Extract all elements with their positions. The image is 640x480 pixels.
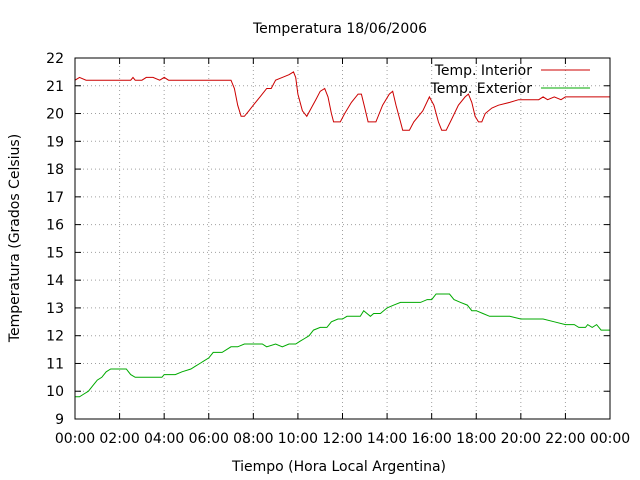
x-tick-label: 12:00 <box>322 431 362 447</box>
y-tick-label: 11 <box>46 356 64 372</box>
grid <box>75 58 610 419</box>
legend: Temp. Interior Temp. Exterior <box>430 63 590 97</box>
y-tick-label: 12 <box>46 329 64 345</box>
y-tick-label: 15 <box>46 245 64 261</box>
y-tick-label: 14 <box>46 273 64 289</box>
y-tick-label: 17 <box>46 190 64 206</box>
y-tick-label: 13 <box>46 301 64 317</box>
y-tick-label: 9 <box>55 412 64 428</box>
y-tick-label: 22 <box>46 51 64 67</box>
x-tick-label: 00:00 <box>590 431 630 447</box>
y-tick-label: 21 <box>46 79 64 95</box>
x-tick-label: 18:00 <box>456 431 496 447</box>
x-tick-label: 22:00 <box>545 431 585 447</box>
series-line-0 <box>74 71 610 131</box>
x-tick-label: 06:00 <box>189 431 229 447</box>
y-tick-label: 20 <box>46 107 64 123</box>
x-tick-label: 02:00 <box>99 431 139 447</box>
x-axis-title: Tiempo (Hora Local Argentina) <box>231 459 446 475</box>
legend-label: Temp. Interior <box>434 63 533 79</box>
x-tick-label: 20:00 <box>501 431 541 447</box>
y-axis-title: Temperatura (Grados Celsius) <box>7 134 23 343</box>
y-tick-label: 18 <box>46 162 64 178</box>
y-tick-labels: 9 10 11 12 13 14 15 16 17 18 19 20 21 22 <box>46 51 64 428</box>
legend-label: Temp. Exterior <box>430 81 533 97</box>
x-tick-label: 08:00 <box>233 431 273 447</box>
series-line-1 <box>75 293 610 398</box>
x-tick-label: 04:00 <box>144 431 184 447</box>
x-tick-label: 16:00 <box>411 431 451 447</box>
chart-title: Temperatura 18/06/2006 <box>252 21 427 37</box>
y-tick-label: 10 <box>46 384 64 400</box>
x-tick-label: 10:00 <box>278 431 318 447</box>
x-tick-labels: 00:00 02:00 04:00 06:00 08:00 10:00 12:00 14:00… <box>55 431 630 447</box>
ticks-layer <box>74 57 611 420</box>
y-tick-label: 19 <box>46 134 64 150</box>
x-tick-label: 00:00 <box>55 431 95 447</box>
series-layer <box>74 71 610 398</box>
x-tick-label: 14:00 <box>367 431 407 447</box>
y-tick-label: 16 <box>46 218 64 234</box>
